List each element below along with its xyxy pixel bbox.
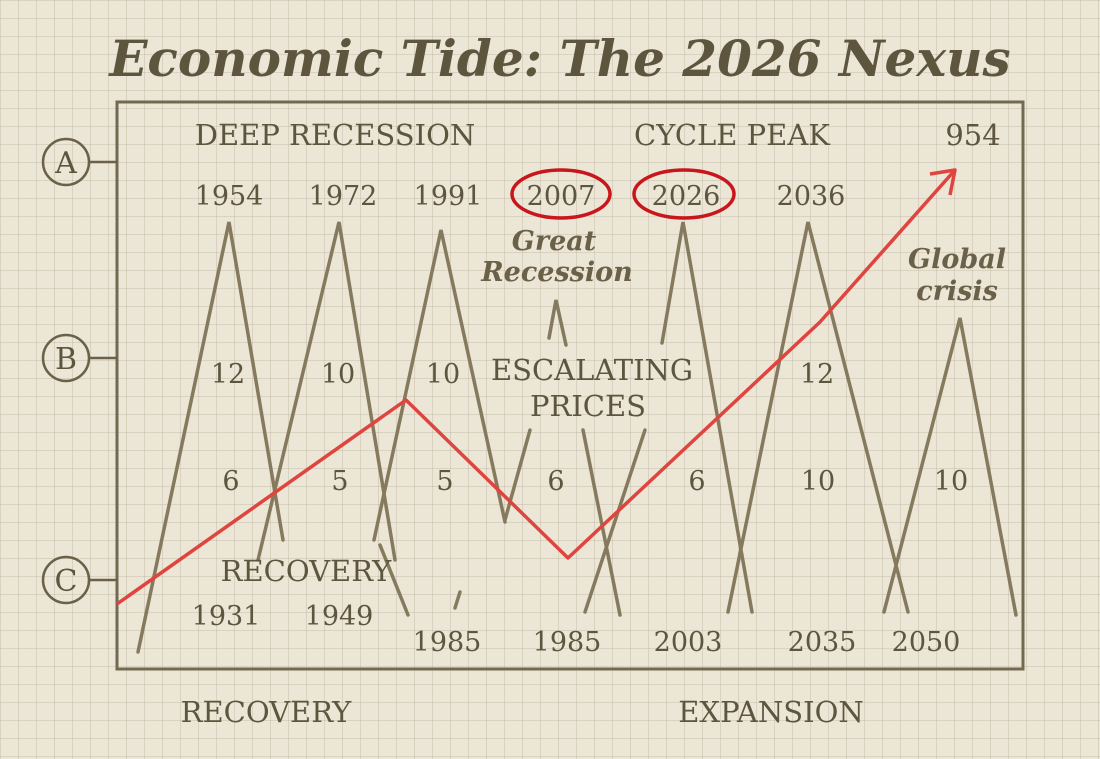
low-value-7: 10 — [934, 466, 968, 497]
axis-marker-b: B — [41, 333, 117, 383]
axis-marker-c: C — [41, 555, 117, 605]
low-value-3: 5 — [436, 466, 453, 497]
cycle-waves — [136, 221, 1018, 654]
label-recovery-inner: RECOVERY — [221, 554, 393, 588]
top-year-1991: 1991 — [414, 181, 483, 212]
bottom-year-2035: 2035 — [788, 627, 857, 658]
annotation-great: Great — [512, 226, 597, 257]
low-value-6: 10 — [801, 466, 835, 497]
mid-value-2036: 12 — [800, 359, 834, 390]
top-year-1972: 1972 — [309, 181, 378, 212]
cycle-peak-global — [882, 317, 1018, 617]
footer-recovery: RECOVERY — [181, 695, 353, 729]
top-year-2026: 2026 — [652, 181, 721, 212]
footer-expansion: EXPANSION — [678, 695, 863, 729]
trend-line — [115, 168, 957, 606]
top-year-1954: 1954 — [195, 181, 264, 212]
cycle-peak-2026 — [660, 221, 754, 614]
axis-marker-a: A — [41, 137, 117, 187]
highlight-circle-2026 — [632, 168, 736, 220]
cycle-peak-1954 — [136, 221, 285, 654]
cycle-peak-2007 — [547, 299, 568, 347]
bottom-year-1931: 1931 — [192, 601, 261, 632]
low-value-2: 5 — [331, 466, 348, 497]
bottom-year-2003: 2003 — [654, 627, 723, 658]
cycle-peak-2036 — [726, 221, 910, 614]
diagram-frame — [115, 100, 1025, 671]
label-prices: PRICES — [530, 389, 646, 423]
svg-text:B: B — [55, 342, 77, 377]
annotation-recession: Recession — [480, 257, 633, 288]
annotation-global: Global — [908, 244, 1006, 275]
low-value-1: 6 — [222, 466, 239, 497]
bottom-year-1985-b: 1985 — [533, 627, 602, 658]
top-year-2036: 2036 — [777, 181, 846, 212]
low-value-5: 6 — [688, 466, 705, 497]
bottom-year-2050: 2050 — [892, 627, 961, 658]
header-cycle-peak: CYCLE PEAK — [634, 118, 831, 152]
cycle-stroke-rise-2 — [583, 428, 647, 614]
low-value-4: 6 — [547, 466, 564, 497]
cycle-tick — [453, 590, 462, 610]
bottom-year-1985-a: 1985 — [413, 627, 482, 658]
mid-value-1954: 12 — [211, 359, 245, 390]
svg-text:C: C — [55, 564, 78, 599]
svg-text:A: A — [54, 146, 77, 181]
mid-value-1991: 10 — [426, 359, 460, 390]
cycle-peak-1991 — [372, 229, 507, 542]
cycle-stroke-1985 — [378, 543, 410, 617]
cycle-stroke-fall — [581, 428, 622, 617]
highlight-circle-2007 — [510, 168, 612, 220]
label-escalating: ESCALATING — [491, 353, 693, 387]
annotation-crisis: crisis — [916, 276, 998, 307]
header-peak-value: 954 — [945, 118, 1000, 152]
bottom-year-1949: 1949 — [305, 601, 374, 632]
top-year-2007: 2007 — [527, 181, 596, 212]
page-title: Economic Tide: The 2026 Nexus — [107, 29, 1010, 88]
mid-value-1972: 10 — [321, 359, 355, 390]
header-deep-recession: DEEP RECESSION — [195, 118, 476, 152]
cycle-stroke-rise — [503, 428, 532, 522]
cycle-peak-1972 — [256, 221, 397, 562]
